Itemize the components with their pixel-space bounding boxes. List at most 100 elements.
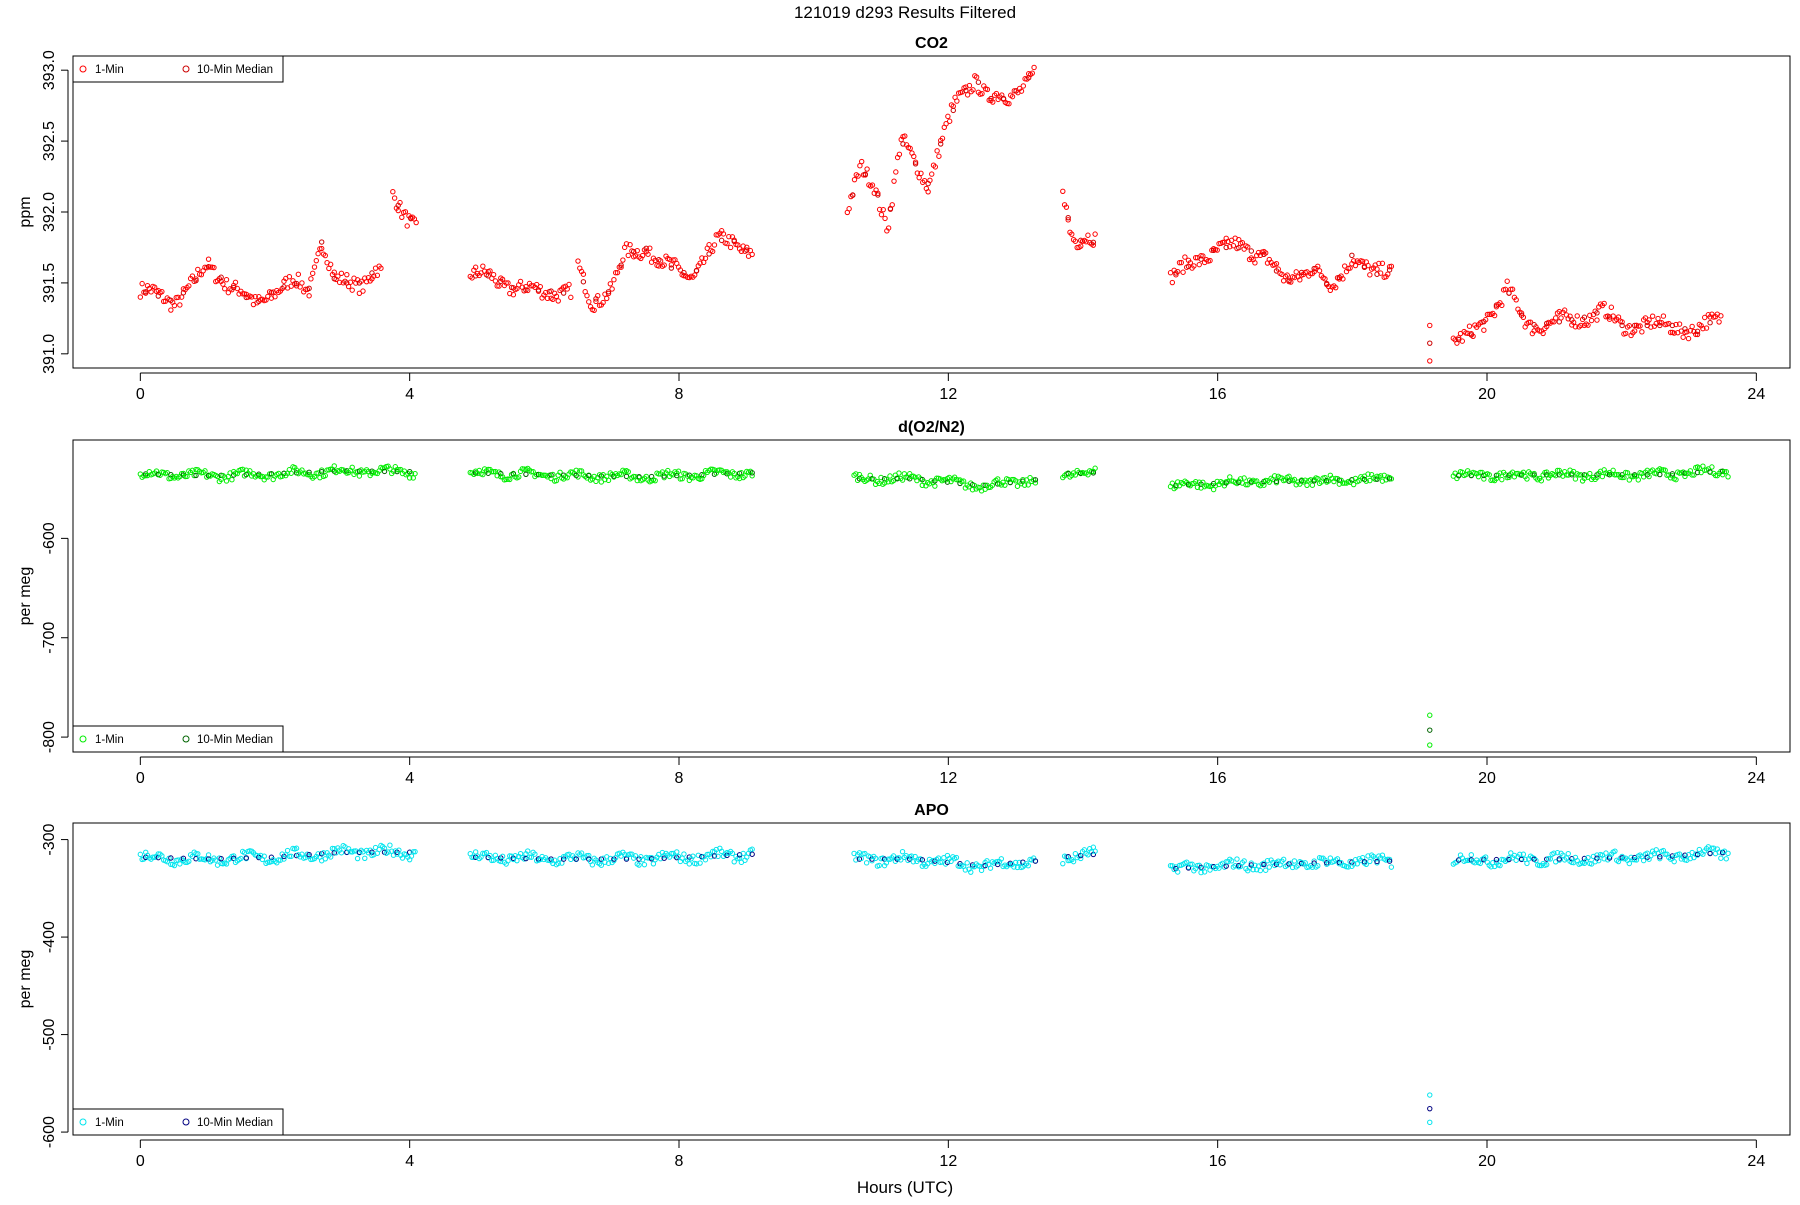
apo-point: [1547, 856, 1553, 862]
co2-point: [404, 223, 410, 229]
o2-point: [214, 473, 221, 480]
co2-point: [1182, 254, 1188, 260]
o2-point: [182, 473, 188, 480]
co2-point: [1297, 277, 1303, 283]
co2-point: [966, 82, 973, 89]
o2-x-tick-label: 4: [405, 770, 414, 787]
co2-point: [1481, 327, 1487, 333]
co2-point: [286, 273, 293, 280]
legend-label-1min: 1-Min: [95, 734, 124, 746]
co2-point: [973, 74, 980, 80]
co2-point: [499, 276, 506, 282]
co2-point: [211, 264, 217, 271]
apo-point: [1167, 862, 1174, 869]
apo-point: [1709, 845, 1715, 851]
apo-point: [1612, 848, 1618, 854]
co2-point: [869, 182, 876, 188]
apo-median-point: [1324, 860, 1330, 866]
o2-point: [1578, 472, 1584, 478]
co2-point: [1374, 266, 1380, 272]
co2-point: [706, 242, 712, 248]
o2-points: [137, 463, 1731, 748]
o2-point: [550, 471, 556, 478]
apo-point: [708, 854, 714, 860]
apo-point: [1078, 855, 1084, 862]
apo-point: [912, 853, 918, 860]
co2-point: [1657, 320, 1663, 326]
co2-point: [885, 225, 892, 231]
apo-point: [1175, 869, 1181, 875]
apo-median-point: [1682, 852, 1688, 858]
co2-point: [1350, 258, 1357, 264]
co2-point: [1340, 276, 1346, 282]
o2-point: [605, 477, 612, 484]
co2-point: [990, 99, 996, 105]
o2-point: [239, 466, 246, 472]
apo-point: [1232, 863, 1238, 869]
co2-median-point: [862, 171, 868, 177]
apo-point: [1234, 856, 1240, 862]
o2-point: [969, 487, 976, 493]
co2-point: [749, 251, 755, 258]
co2-point: [586, 299, 592, 305]
co2-point: [223, 276, 230, 283]
co2-point: [738, 248, 745, 255]
apo-point: [1325, 860, 1332, 866]
o2-median-point: [1090, 470, 1097, 476]
o2-point: [575, 474, 581, 480]
apo-point: [1228, 858, 1235, 864]
co2-median-point: [1606, 314, 1613, 320]
apo-point: [681, 851, 687, 857]
apo-point: [1302, 860, 1308, 866]
co2-point: [566, 281, 572, 288]
co2-median-point: [1065, 214, 1071, 221]
co2-median-point: [1248, 248, 1255, 254]
co2-point: [993, 90, 1000, 97]
apo-point: [1524, 860, 1530, 867]
apo-y-tick-label: -400: [41, 921, 58, 953]
apo-point: [1388, 864, 1395, 870]
co2-point: [912, 159, 919, 165]
co2-median-point: [693, 267, 700, 274]
o2-point: [1499, 476, 1505, 483]
co2-point: [1649, 313, 1656, 319]
apo-x-tick-label: 16: [1209, 1153, 1227, 1170]
co2-point: [911, 153, 917, 160]
co2-point: [724, 240, 730, 247]
co2-point: [1667, 329, 1674, 336]
o2-point: [1307, 477, 1314, 483]
co2-point: [918, 170, 924, 177]
o2-point: [1497, 470, 1503, 476]
o2-point: [1192, 479, 1199, 485]
apo-median-point: [1223, 863, 1229, 869]
o2-point: [932, 483, 938, 489]
apo-point: [1315, 863, 1321, 869]
o2-point: [1673, 476, 1679, 483]
co2-point: [205, 256, 212, 262]
apo-point: [1266, 864, 1272, 870]
apo-point: [1533, 857, 1539, 864]
apo-point: [1363, 861, 1369, 867]
legend-marker-1min: [79, 735, 87, 743]
o2-median-point: [586, 472, 592, 479]
co2-point: [1685, 335, 1692, 342]
co2-point: [1673, 321, 1679, 328]
apo-point: [327, 854, 334, 860]
co2-point: [480, 263, 486, 269]
apo-point: [987, 865, 994, 871]
co2-point: [639, 252, 646, 259]
o2-point: [1635, 477, 1641, 483]
apo-point: [410, 849, 416, 855]
co2-point: [744, 244, 750, 251]
co2-median-point: [143, 289, 149, 295]
o2-point: [1241, 475, 1247, 481]
co2-point: [1574, 313, 1580, 319]
o2-point: [191, 472, 197, 479]
apo-x-tick-label: 8: [675, 1153, 684, 1170]
o2-point: [490, 469, 497, 475]
o2-point: [1021, 482, 1028, 488]
apo-median-point: [168, 855, 174, 861]
co2-point: [1578, 322, 1584, 329]
apo-point: [1205, 863, 1211, 869]
apo-point: [876, 862, 882, 869]
